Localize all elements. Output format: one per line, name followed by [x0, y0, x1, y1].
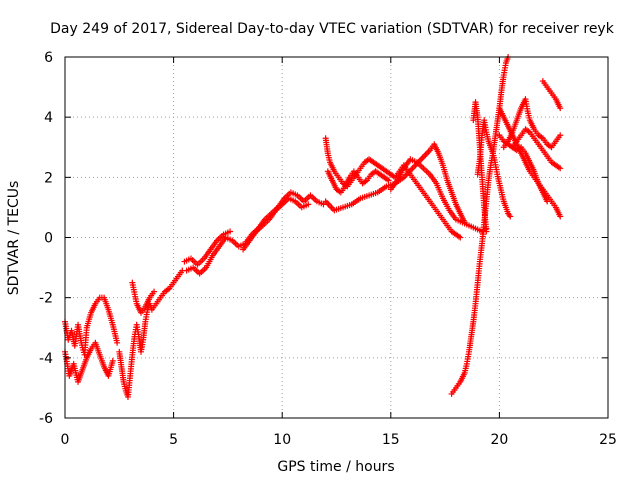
data-point	[557, 213, 564, 220]
data-point	[109, 357, 116, 364]
data-point	[557, 132, 564, 139]
data-point	[544, 198, 551, 205]
data-point	[457, 234, 464, 241]
data-point	[151, 288, 158, 295]
data-point	[385, 177, 392, 184]
chart-title: Day 249 of 2017, Sidereal Day-to-day VTE…	[50, 21, 615, 37]
data-point	[320, 201, 327, 208]
y-tick-label: 4	[44, 110, 53, 126]
y-tick-label: -6	[39, 411, 53, 427]
x-axis-label: GPS time / hours	[277, 459, 394, 475]
axis-ticks: 0 5 10 15 20 25 -6 -4 -2 0 2 4 6	[39, 50, 617, 448]
x-tick-label: 15	[382, 432, 400, 448]
x-tick-label: 20	[490, 432, 508, 448]
data-point	[557, 165, 564, 172]
x-tick-label: 0	[61, 432, 70, 448]
x-tick-label: 5	[169, 432, 178, 448]
y-tick-label: -2	[39, 291, 53, 307]
y-axis-label: SDTVAR / TECUs	[6, 181, 22, 296]
y-tick-label: 6	[44, 50, 53, 66]
x-tick-label: 25	[599, 432, 617, 448]
data-point	[305, 201, 312, 208]
data-point	[114, 339, 121, 346]
y-tick-label: 0	[44, 231, 53, 247]
y-tick-label: -4	[39, 351, 53, 367]
y-tick-label: 2	[44, 170, 53, 186]
data-points	[62, 54, 564, 400]
data-point	[227, 228, 234, 235]
data-point	[483, 228, 490, 235]
data-point	[557, 105, 564, 112]
data-point	[507, 213, 514, 220]
x-tick-label: 10	[273, 432, 291, 448]
